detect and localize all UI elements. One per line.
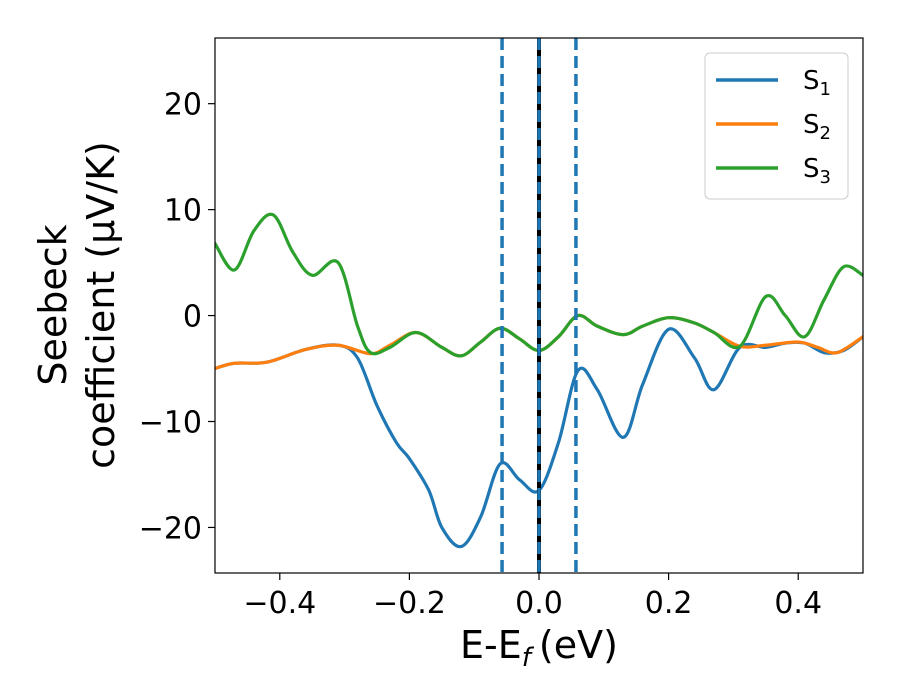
x-tick-label: 0.4 <box>774 586 822 621</box>
y-axis-label: Seebeck coefficient (μV/K) <box>31 141 123 469</box>
x-tick-label: 0.0 <box>515 586 563 621</box>
x-tick-label: −0.4 <box>243 586 316 621</box>
x-tick-label: −0.2 <box>373 586 446 621</box>
y-axis: −20 −10 0 10 20 <box>139 88 215 546</box>
y-tick-label: 0 <box>183 300 202 335</box>
legend-box <box>704 52 849 200</box>
legend-label-s3: S3 <box>803 154 831 188</box>
y-tick-label: −10 <box>139 406 202 441</box>
x-tick-label: 0.2 <box>645 586 693 621</box>
y-tick-label: 20 <box>164 88 202 123</box>
y-axis-label-line2: coefficient (μV/K) <box>79 141 123 469</box>
legend-label-s2: S2 <box>803 110 831 144</box>
plot-area <box>215 38 863 573</box>
legend-label-s1: S1 <box>803 66 831 100</box>
y-tick-label: −20 <box>139 511 202 546</box>
legend: S1 S2 S3 <box>704 52 849 200</box>
x-axis-label: E-Ef (eV) <box>460 623 618 673</box>
y-tick-label: 10 <box>164 194 202 229</box>
y-axis-label-line1: Seebeck <box>31 224 75 385</box>
x-axis-label-unit: (eV) <box>539 623 618 667</box>
x-axis-label-subscript: f <box>522 643 535 673</box>
series-line-s3 <box>215 212 863 358</box>
x-axis: −0.4 −0.2 0.0 0.2 0.4 <box>243 573 822 621</box>
